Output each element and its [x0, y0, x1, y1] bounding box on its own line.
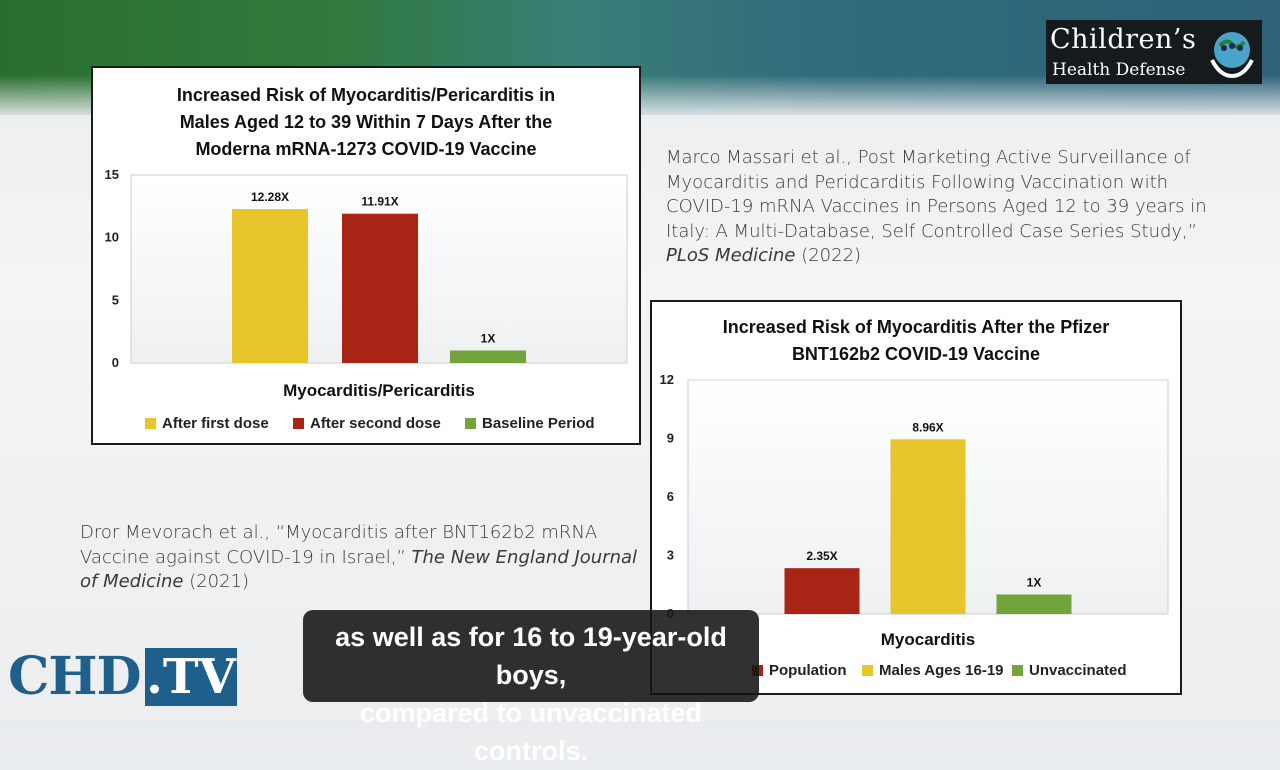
legend-swatch — [145, 418, 156, 429]
y-tick-label: 9 — [667, 431, 674, 446]
legend-entry: After first dose — [162, 415, 269, 432]
data-label: 1X — [1027, 576, 1042, 590]
legend-entry: Baseline Period — [482, 415, 595, 432]
y-tick-label: 5 — [112, 292, 119, 307]
data-label: 12.28X — [251, 190, 289, 204]
caption-line2: compared to unvaccinated controls. — [359, 698, 703, 766]
y-tick-label: 3 — [667, 548, 674, 563]
childrens-health-defense-logo: Children’s Health Defense — [1046, 20, 1262, 84]
citation-massari: Marco Massari et al., Post Marketing Act… — [666, 147, 1207, 266]
y-tick-label: 12 — [660, 372, 674, 387]
x-axis-title: Myocarditis/Pericarditis — [283, 381, 475, 400]
legend-swatch — [293, 418, 304, 429]
data-label: 8.96X — [912, 420, 943, 434]
caption-line1: as well as for 16 to 19-year-old boys, — [335, 622, 727, 690]
legend-entry: Population — [769, 662, 847, 679]
y-tick-label: 15 — [105, 167, 119, 182]
legend-swatch — [862, 665, 873, 676]
data-label: 2.35X — [806, 549, 837, 563]
legend-entry: Unvaccinated — [1029, 662, 1127, 679]
bar-unvaccinated — [996, 594, 1072, 614]
subtitle-caption: as well as for 16 to 19-year-old boys, c… — [303, 610, 759, 766]
legend-entry: After second dose — [310, 415, 441, 432]
chart-title: Increased Risk of Myocarditis/Pericardit… — [176, 85, 556, 159]
tv-logo-text: .TV — [145, 648, 237, 706]
chd-logo-text: CHD — [8, 646, 142, 707]
legend-entry: Males Ages 16-19 — [879, 662, 1004, 679]
legend-swatch — [465, 418, 476, 429]
bar-males-ages-16-19 — [890, 439, 966, 614]
y-tick-label: 10 — [105, 230, 119, 245]
data-label: 1X — [481, 331, 496, 345]
x-axis-title: Myocarditis — [881, 630, 975, 649]
bar-baseline-period — [450, 350, 526, 363]
data-label: 11.91X — [361, 195, 398, 209]
citation-mevorach: Dror Mevorach et al., “Myocarditis after… — [80, 522, 638, 592]
moderna-risk-chart: Increased Risk of Myocarditis/Pericardit… — [91, 66, 641, 445]
legend-swatch — [1012, 665, 1023, 676]
bar-after-first-dose — [232, 209, 308, 363]
brand-line2: Health Defense — [1052, 60, 1186, 80]
chart-title: Increased Risk of Myocarditis After the … — [722, 317, 1110, 364]
globe-hands-icon — [1210, 32, 1254, 79]
chd-tv-logo: CHD .TV — [8, 646, 237, 708]
bar-population — [784, 568, 860, 614]
pfizer-risk-chart: Increased Risk of Myocarditis After the … — [650, 300, 1182, 695]
y-tick-label: 0 — [112, 355, 119, 370]
y-tick-label: 6 — [667, 489, 674, 504]
brand-line1: Children’s — [1050, 24, 1197, 55]
moderna-chart-plot: 0 5 10 15 12.28X 11.91X 1X Myocarditis/Pericard… — [105, 167, 628, 432]
bar-after-second-dose — [342, 213, 418, 363]
